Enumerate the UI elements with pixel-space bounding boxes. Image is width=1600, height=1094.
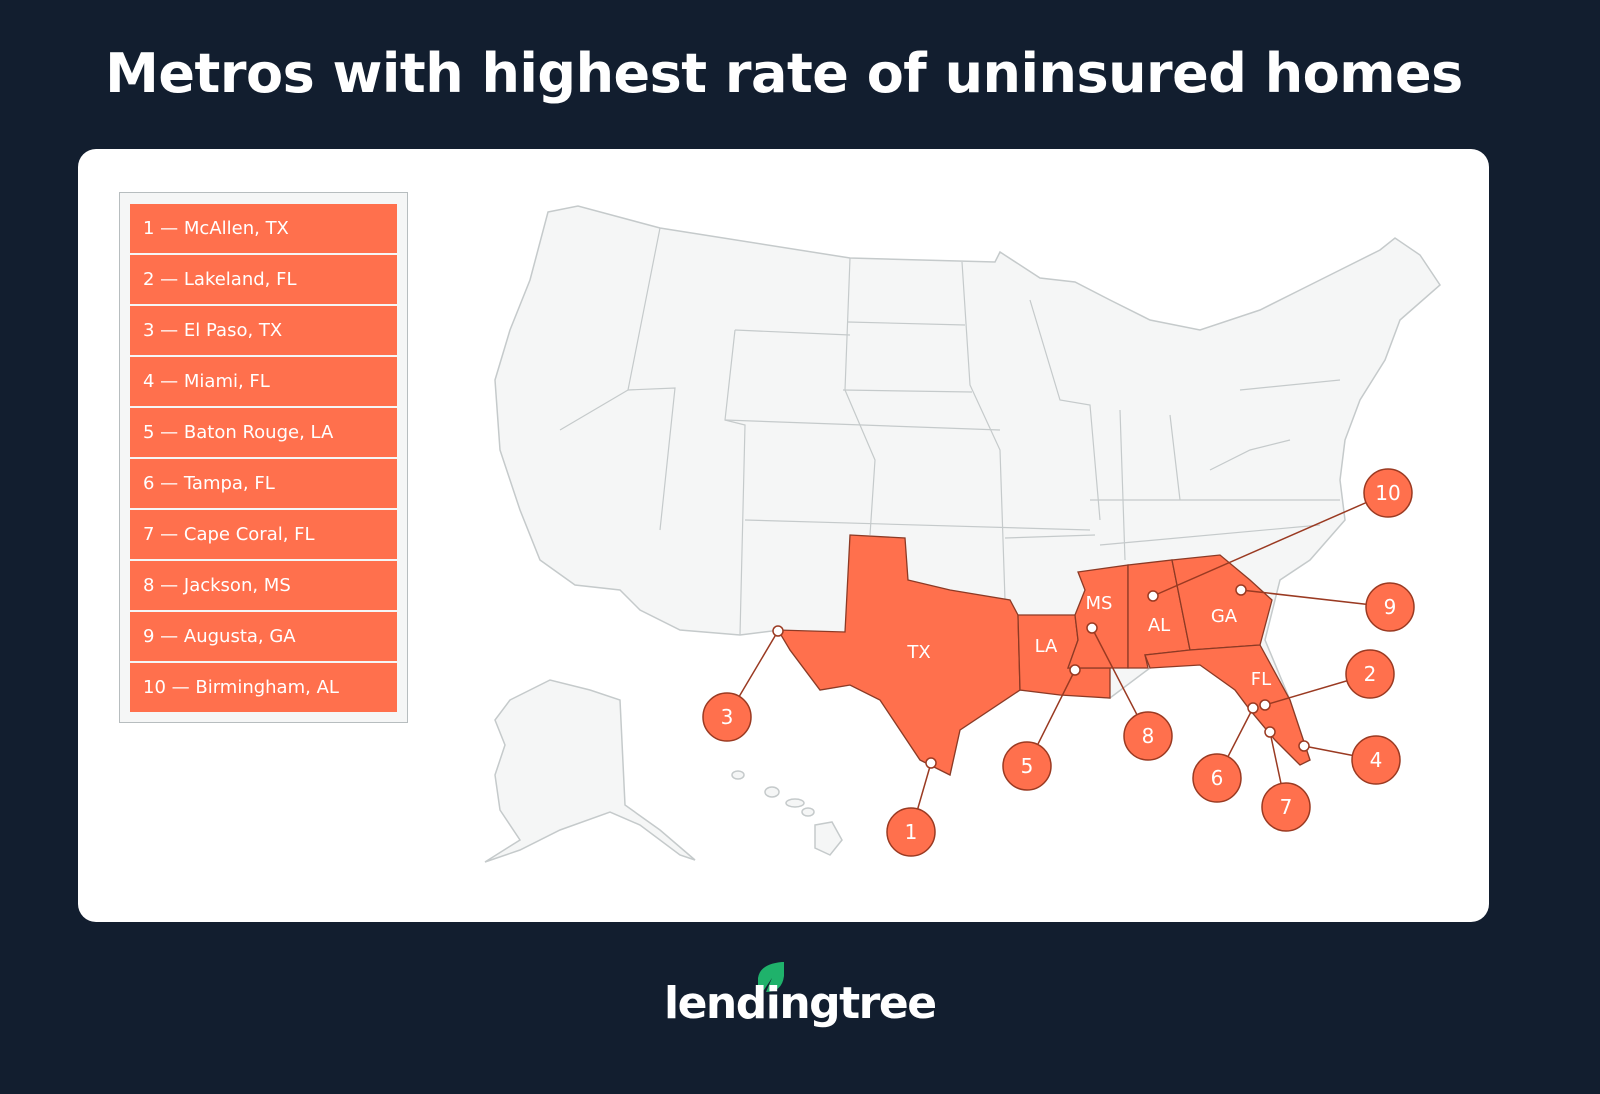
legend-item: 3 — El Paso, TX bbox=[130, 306, 397, 355]
metro-dot bbox=[1298, 740, 1310, 752]
state-label: MS bbox=[1086, 593, 1113, 614]
state-label: GA bbox=[1211, 606, 1238, 627]
rank-number: 10 bbox=[1375, 481, 1400, 505]
metro-dot bbox=[1247, 702, 1259, 714]
state-label: TX bbox=[906, 642, 930, 663]
legend-item: 6 — Tampa, FL bbox=[130, 459, 397, 508]
callout-9: 9 bbox=[1235, 582, 1415, 632]
rank-badge bbox=[1192, 753, 1242, 803]
state-labels: TX LA MS AL GA FL bbox=[906, 593, 1271, 690]
legend-item: 1 — McAllen, TX bbox=[130, 204, 397, 253]
metro-dot bbox=[1259, 699, 1271, 711]
rank-number: 7 bbox=[1280, 795, 1293, 819]
alaska bbox=[484, 679, 696, 863]
callout-line bbox=[1240, 589, 1391, 608]
metro-dot bbox=[1264, 726, 1276, 738]
rank-number: 8 bbox=[1142, 724, 1155, 748]
callout-2: 2 bbox=[1259, 649, 1395, 711]
legend-item: 4 — Miami, FL bbox=[130, 357, 397, 406]
state-label: LA bbox=[1035, 636, 1058, 657]
rank-number: 4 bbox=[1370, 748, 1383, 772]
lendingtree-logo: lendingtree bbox=[664, 960, 937, 1035]
metro-dot bbox=[772, 625, 784, 637]
legend-item: 7 — Cape Coral, FL bbox=[130, 510, 397, 559]
callout-3: 3 bbox=[702, 625, 784, 742]
alaska-shape bbox=[484, 679, 696, 863]
callout-line bbox=[1152, 492, 1389, 597]
callout-8: 8 bbox=[1086, 622, 1173, 761]
metro-dot bbox=[1147, 590, 1159, 602]
state-label: AL bbox=[1148, 615, 1170, 636]
rank-number: 5 bbox=[1021, 754, 1034, 778]
rank-badge bbox=[1002, 741, 1052, 791]
rank-number: 3 bbox=[721, 705, 734, 729]
rank-number: 6 bbox=[1211, 766, 1224, 790]
callout-7: 7 bbox=[1261, 726, 1311, 832]
callout-4: 4 bbox=[1298, 735, 1401, 785]
metro-callouts: 1 2 3 4 5 6 7 8 9 10 bbox=[702, 468, 1415, 857]
leaf-icon bbox=[758, 962, 784, 996]
rank-badge bbox=[1261, 782, 1311, 832]
callout-6: 6 bbox=[1192, 702, 1259, 803]
page-title: Metros with highest rate of uninsured ho… bbox=[105, 42, 1463, 105]
rank-badge bbox=[1363, 468, 1413, 518]
state-label: FL bbox=[1251, 669, 1271, 690]
rank-badge bbox=[702, 692, 752, 742]
callout-5: 5 bbox=[1002, 664, 1081, 791]
rank-number: 1 bbox=[905, 820, 918, 844]
rank-badge bbox=[886, 807, 936, 857]
legend-item: 10 — Birmingham, AL bbox=[130, 663, 397, 712]
legend-item: 2 — Lakeland, FL bbox=[130, 255, 397, 304]
highlighted-states bbox=[776, 534, 1311, 776]
metro-dot bbox=[1086, 622, 1098, 634]
legend-item: 8 — Jackson, MS bbox=[130, 561, 397, 610]
rank-badge bbox=[1351, 735, 1401, 785]
rank-number: 2 bbox=[1364, 662, 1377, 686]
logo-text: lendingtree bbox=[664, 978, 937, 1029]
callout-1: 1 bbox=[886, 757, 937, 857]
state-tx bbox=[776, 534, 1021, 776]
rank-badge bbox=[1365, 582, 1415, 632]
rank-badge bbox=[1345, 649, 1395, 699]
legend-item: 5 — Baton Rouge, LA bbox=[130, 408, 397, 457]
metro-legend: 1 — McAllen, TX 2 — Lakeland, FL 3 — El Pa… bbox=[119, 192, 408, 723]
metro-dot bbox=[1235, 584, 1247, 596]
rank-badge bbox=[1123, 711, 1173, 761]
state-fl bbox=[1144, 644, 1311, 766]
callout-10: 10 bbox=[1147, 468, 1413, 602]
metro-dot bbox=[1069, 664, 1081, 676]
legend-item: 9 — Augusta, GA bbox=[130, 612, 397, 661]
hawaii bbox=[731, 770, 843, 856]
state-borders bbox=[559, 227, 1341, 636]
metro-dot bbox=[925, 757, 937, 769]
rank-number: 9 bbox=[1384, 595, 1397, 619]
